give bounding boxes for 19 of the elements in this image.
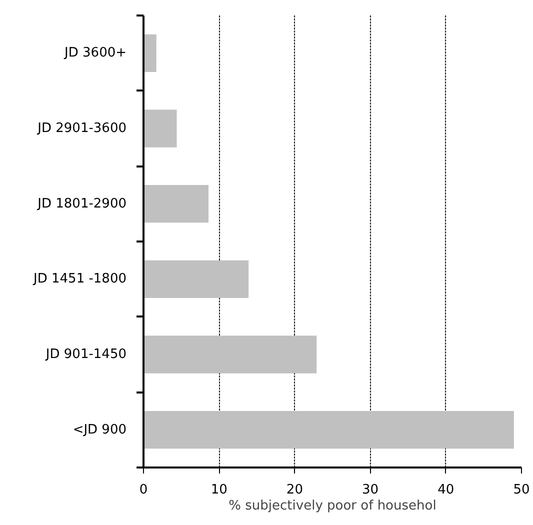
x-tick-label: 20 bbox=[286, 482, 303, 498]
x-tick-label: 50 bbox=[513, 482, 530, 498]
y-tick-label: <JD 900 bbox=[72, 422, 127, 438]
x-tick-label: 10 bbox=[210, 482, 228, 498]
x-tick-label: 30 bbox=[362, 482, 379, 498]
x-axis-title: % subjectively poor of househol bbox=[228, 498, 436, 514]
x-tick-label: 40 bbox=[438, 482, 454, 498]
x-tick-label: 0 bbox=[139, 482, 148, 498]
bar bbox=[144, 336, 317, 374]
bar bbox=[144, 34, 156, 72]
bar bbox=[144, 411, 514, 449]
y-tick-label: JD 2901-3600 bbox=[36, 121, 127, 136]
bar bbox=[144, 185, 209, 223]
y-tick-label: JD 901-1450 bbox=[44, 347, 127, 362]
y-tick-label: JD 3600+ bbox=[64, 46, 126, 61]
bar bbox=[144, 110, 177, 148]
y-tick-label: JD 1801-2900 bbox=[36, 196, 127, 212]
y-tick-label: JD 1451 -1800 bbox=[32, 272, 126, 287]
bar bbox=[144, 260, 249, 298]
